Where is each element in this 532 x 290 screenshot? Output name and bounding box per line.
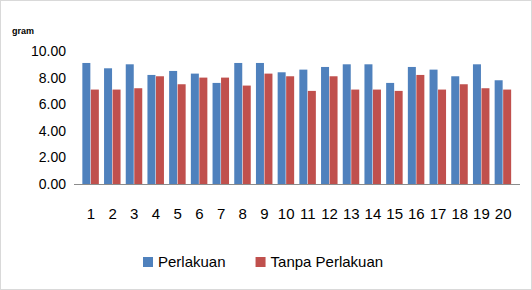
y-tick-label: 10.00 (31, 43, 66, 59)
bar (82, 63, 90, 184)
x-tick-label: 14 (365, 205, 382, 222)
bar (91, 90, 99, 184)
x-axis-line (74, 184, 520, 185)
x-tick-label: 6 (195, 205, 203, 222)
x-tick-label: 3 (130, 205, 138, 222)
legend-label: Perlakuan (158, 253, 226, 270)
bar (460, 84, 468, 184)
bar (199, 78, 207, 184)
bar (126, 64, 134, 184)
x-tick-label: 1 (87, 205, 95, 222)
bar (234, 63, 242, 184)
x-tick-label: 11 (300, 205, 316, 222)
bar (134, 88, 142, 184)
bar (104, 68, 112, 184)
bar (364, 64, 372, 184)
bar (330, 76, 338, 184)
bar (438, 90, 446, 184)
bar (256, 63, 264, 184)
bar (278, 72, 286, 184)
x-tick-label: 10 (278, 205, 295, 222)
bar (395, 91, 403, 184)
bar (373, 90, 381, 184)
y-tick (77, 130, 80, 131)
x-tick-label: 13 (343, 205, 360, 222)
x-tick-label: 7 (217, 205, 225, 222)
bars (82, 63, 511, 184)
chart-border (1, 1, 532, 290)
legend: Perlakuan Tanpa Perlakuan (143, 253, 383, 270)
bar (147, 75, 155, 184)
bar (221, 78, 229, 184)
bar (299, 70, 307, 184)
chart: gram0.002.004.006.008.0010.0012345678910… (0, 0, 532, 290)
x-tick-label: 4 (152, 205, 160, 222)
bar (481, 88, 489, 184)
y-tick (77, 157, 80, 158)
x-tick-label: 5 (173, 205, 181, 222)
y-tick (77, 51, 80, 52)
x-tick-label: 16 (408, 205, 425, 222)
x-tick-label: 2 (108, 205, 116, 222)
bar (286, 76, 294, 184)
bar (264, 74, 272, 184)
x-tick-label: 17 (430, 205, 447, 222)
bar (351, 90, 359, 184)
bar (243, 86, 251, 184)
y-tick (77, 77, 80, 78)
x-tick-label: 9 (260, 205, 268, 222)
legend-label: Tanpa Perlakuan (271, 253, 384, 270)
y-tick-label: 4.00 (39, 123, 66, 139)
bar (169, 71, 177, 184)
legend-swatch (256, 257, 266, 267)
x-tick-label: 19 (473, 205, 490, 222)
y-tick-label: 2.00 (39, 149, 66, 165)
y-axis-label: gram (12, 26, 34, 36)
bar (156, 76, 164, 184)
x-tick-label: 12 (321, 205, 338, 222)
bar (430, 70, 438, 184)
y-tick-label: 6.00 (39, 96, 66, 112)
y-tick-label: 0.00 (39, 176, 66, 192)
bar (503, 90, 511, 184)
y-tick-label: 8.00 (39, 70, 66, 86)
bar (213, 83, 221, 184)
bar (473, 64, 481, 184)
bar (451, 76, 459, 184)
y-tick (77, 104, 80, 105)
x-tick-label: 8 (239, 205, 247, 222)
bar (191, 74, 199, 184)
bar (308, 91, 316, 184)
x-tick-label: 18 (451, 205, 468, 222)
bar (113, 90, 121, 184)
bar (386, 83, 394, 184)
bar (178, 84, 186, 184)
bar (495, 80, 503, 184)
legend-swatch (143, 257, 153, 267)
bar (416, 75, 424, 184)
bar (321, 67, 329, 184)
x-tick-label: 20 (495, 205, 512, 222)
bar (408, 67, 416, 184)
bar (343, 64, 351, 184)
x-tick-label: 15 (386, 205, 403, 222)
